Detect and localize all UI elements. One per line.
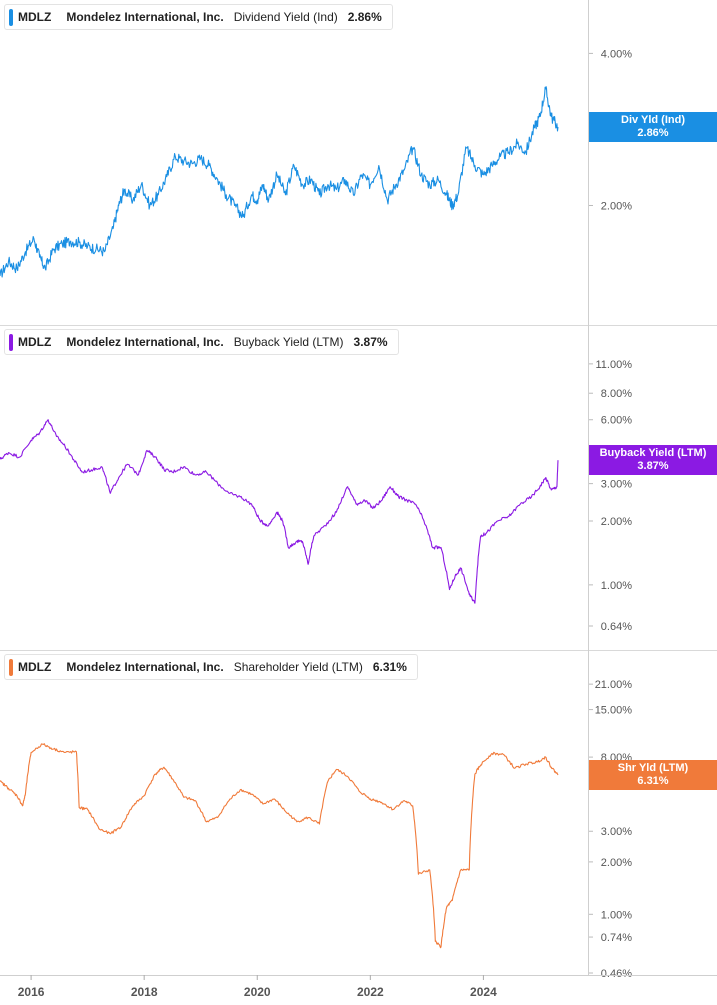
x-tick-label: 2018 [131, 985, 158, 999]
series-line [0, 743, 559, 949]
x-tick-label: 2022 [357, 985, 384, 999]
x-tick-label: 2016 [18, 985, 45, 999]
legend-shareholder-yield: MDLZ Mondelez International, Inc. Shareh… [4, 654, 418, 680]
metric-name: Buyback Yield (LTM) [233, 335, 344, 349]
x-tick-label: 2020 [244, 985, 271, 999]
y-tick-label: 3.00% [601, 826, 632, 838]
y-tick-label: 11.00% [596, 359, 633, 371]
y-tick-label: 2.00% [601, 516, 632, 528]
series-line [0, 419, 559, 604]
y-tick-label: 3.00% [601, 479, 632, 491]
tag-value: 3.87% [637, 460, 669, 473]
current-value: 3.87% [353, 335, 388, 349]
y-tick-label: 1.00% [601, 580, 632, 592]
metric-name: Dividend Yield (Ind) [233, 10, 338, 24]
y-tick-label: 6.00% [601, 415, 632, 427]
tag-label: Buyback Yield (LTM) [599, 447, 707, 460]
tag-value: 2.86% [637, 126, 669, 139]
series-color-swatch [9, 8, 13, 26]
series-color-swatch [9, 658, 13, 676]
company-name: Mondelez International, Inc. [66, 10, 224, 24]
y-tick-label: 15.00% [595, 705, 633, 717]
y-tick-label: 1.00% [601, 909, 632, 921]
ticker-label: MDLZ [18, 660, 52, 674]
legend-dividend-yield: MDLZ Mondelez International, Inc. Divide… [4, 4, 393, 30]
y-tick-label: 2.00% [601, 200, 632, 212]
shareholder-yield-value-tag: Shr Yld (LTM) 6.31% [589, 760, 717, 791]
current-value: 2.86% [347, 10, 382, 24]
dividend-yield-value-tag: Div Yld (Ind) 2.86% [589, 111, 717, 142]
metric-name: Shareholder Yield (LTM) [233, 660, 363, 674]
y-tick-label: 0.64% [601, 621, 632, 633]
tag-label: Div Yld (Ind) [621, 113, 685, 126]
y-tick-label: 0.74% [601, 932, 632, 944]
company-name: Mondelez International, Inc. [66, 335, 224, 349]
x-tick-label: 2024 [470, 985, 497, 999]
y-tick-label: 2.00% [601, 857, 632, 869]
series-color-swatch [9, 333, 13, 351]
y-tick-label: 21.00% [595, 679, 633, 691]
tag-label: Shr Yld (LTM) [617, 762, 689, 775]
buyback-yield-value-tag: Buyback Yield (LTM) 3.87% [589, 445, 717, 476]
company-name: Mondelez International, Inc. [66, 660, 224, 674]
legend-buyback-yield: MDLZ Mondelez International, Inc. Buybac… [4, 329, 399, 355]
current-value: 6.31% [372, 660, 407, 674]
y-tick-label: 4.00% [601, 48, 632, 60]
series-line [0, 86, 559, 278]
y-tick-label: 0.46% [601, 968, 632, 980]
ticker-label: MDLZ [18, 335, 52, 349]
tag-value: 6.31% [637, 775, 669, 788]
y-tick-label: 8.00% [601, 388, 632, 400]
ticker-label: MDLZ [18, 10, 52, 24]
